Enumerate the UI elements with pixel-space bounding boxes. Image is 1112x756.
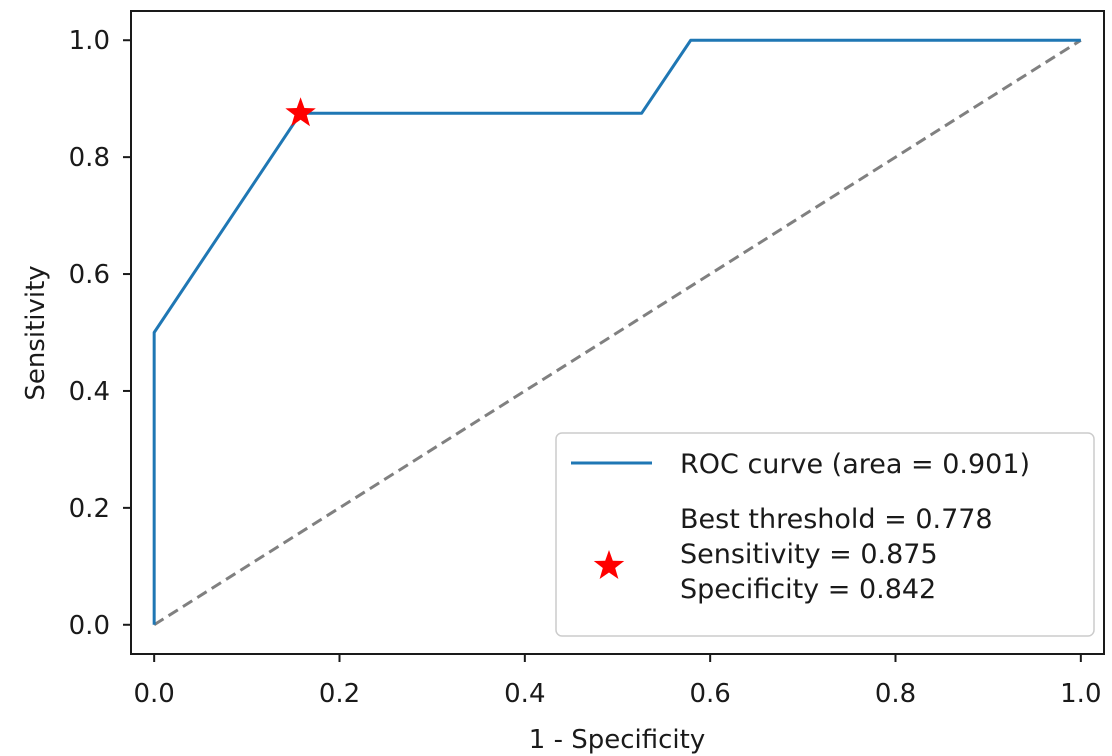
marker-layer <box>285 97 316 127</box>
chance-diagonal-line <box>153 38 1082 627</box>
legend-entry-best-threshold: Best threshold = 0.778 <box>680 504 993 535</box>
y-tick-label: 0.4 <box>69 377 110 407</box>
x-tick-label: 0.6 <box>689 679 730 709</box>
x-tick-label: 0.0 <box>133 679 174 709</box>
y-tick-label: 0.6 <box>69 260 110 290</box>
legend-star-icon <box>593 550 625 579</box>
y-tick-label: 0.8 <box>69 143 110 173</box>
x-axis-ticks: 0.0 0.2 0.4 0.6 0.8 1.0 <box>133 654 1102 709</box>
roc-curve-line <box>152 38 1081 625</box>
legend-box <box>555 432 1095 637</box>
y-axis-label: Sensitivity <box>21 265 51 400</box>
legend-entry-specificity: Specificity = 0.842 <box>680 574 936 605</box>
y-axis-ticks: 0.0 0.2 0.4 0.6 0.8 1.0 <box>69 26 131 641</box>
legend-entry-sensitivity: Sensitivity = 0.875 <box>680 539 938 570</box>
x-tick-label: 0.2 <box>319 679 360 709</box>
legend-star-swatch <box>593 550 625 579</box>
x-tick-label: 1.0 <box>1060 679 1101 709</box>
x-tick-label: 0.8 <box>875 679 916 709</box>
y-tick-label: 0.0 <box>69 611 110 641</box>
legend-entry-roc: ROC curve (area = 0.901) <box>680 449 1030 480</box>
y-tick-label: 0.2 <box>69 494 110 524</box>
x-axis-label: 1 - Specificity <box>529 725 705 755</box>
x-tick-label: 0.4 <box>504 679 545 709</box>
best-threshold-star-marker <box>285 97 316 127</box>
plot-frame <box>130 10 1105 655</box>
series-layer <box>152 38 1082 627</box>
legend: ROC curve (area = 0.901) Best threshold … <box>555 432 1095 637</box>
y-tick-label: 1.0 <box>69 26 110 56</box>
